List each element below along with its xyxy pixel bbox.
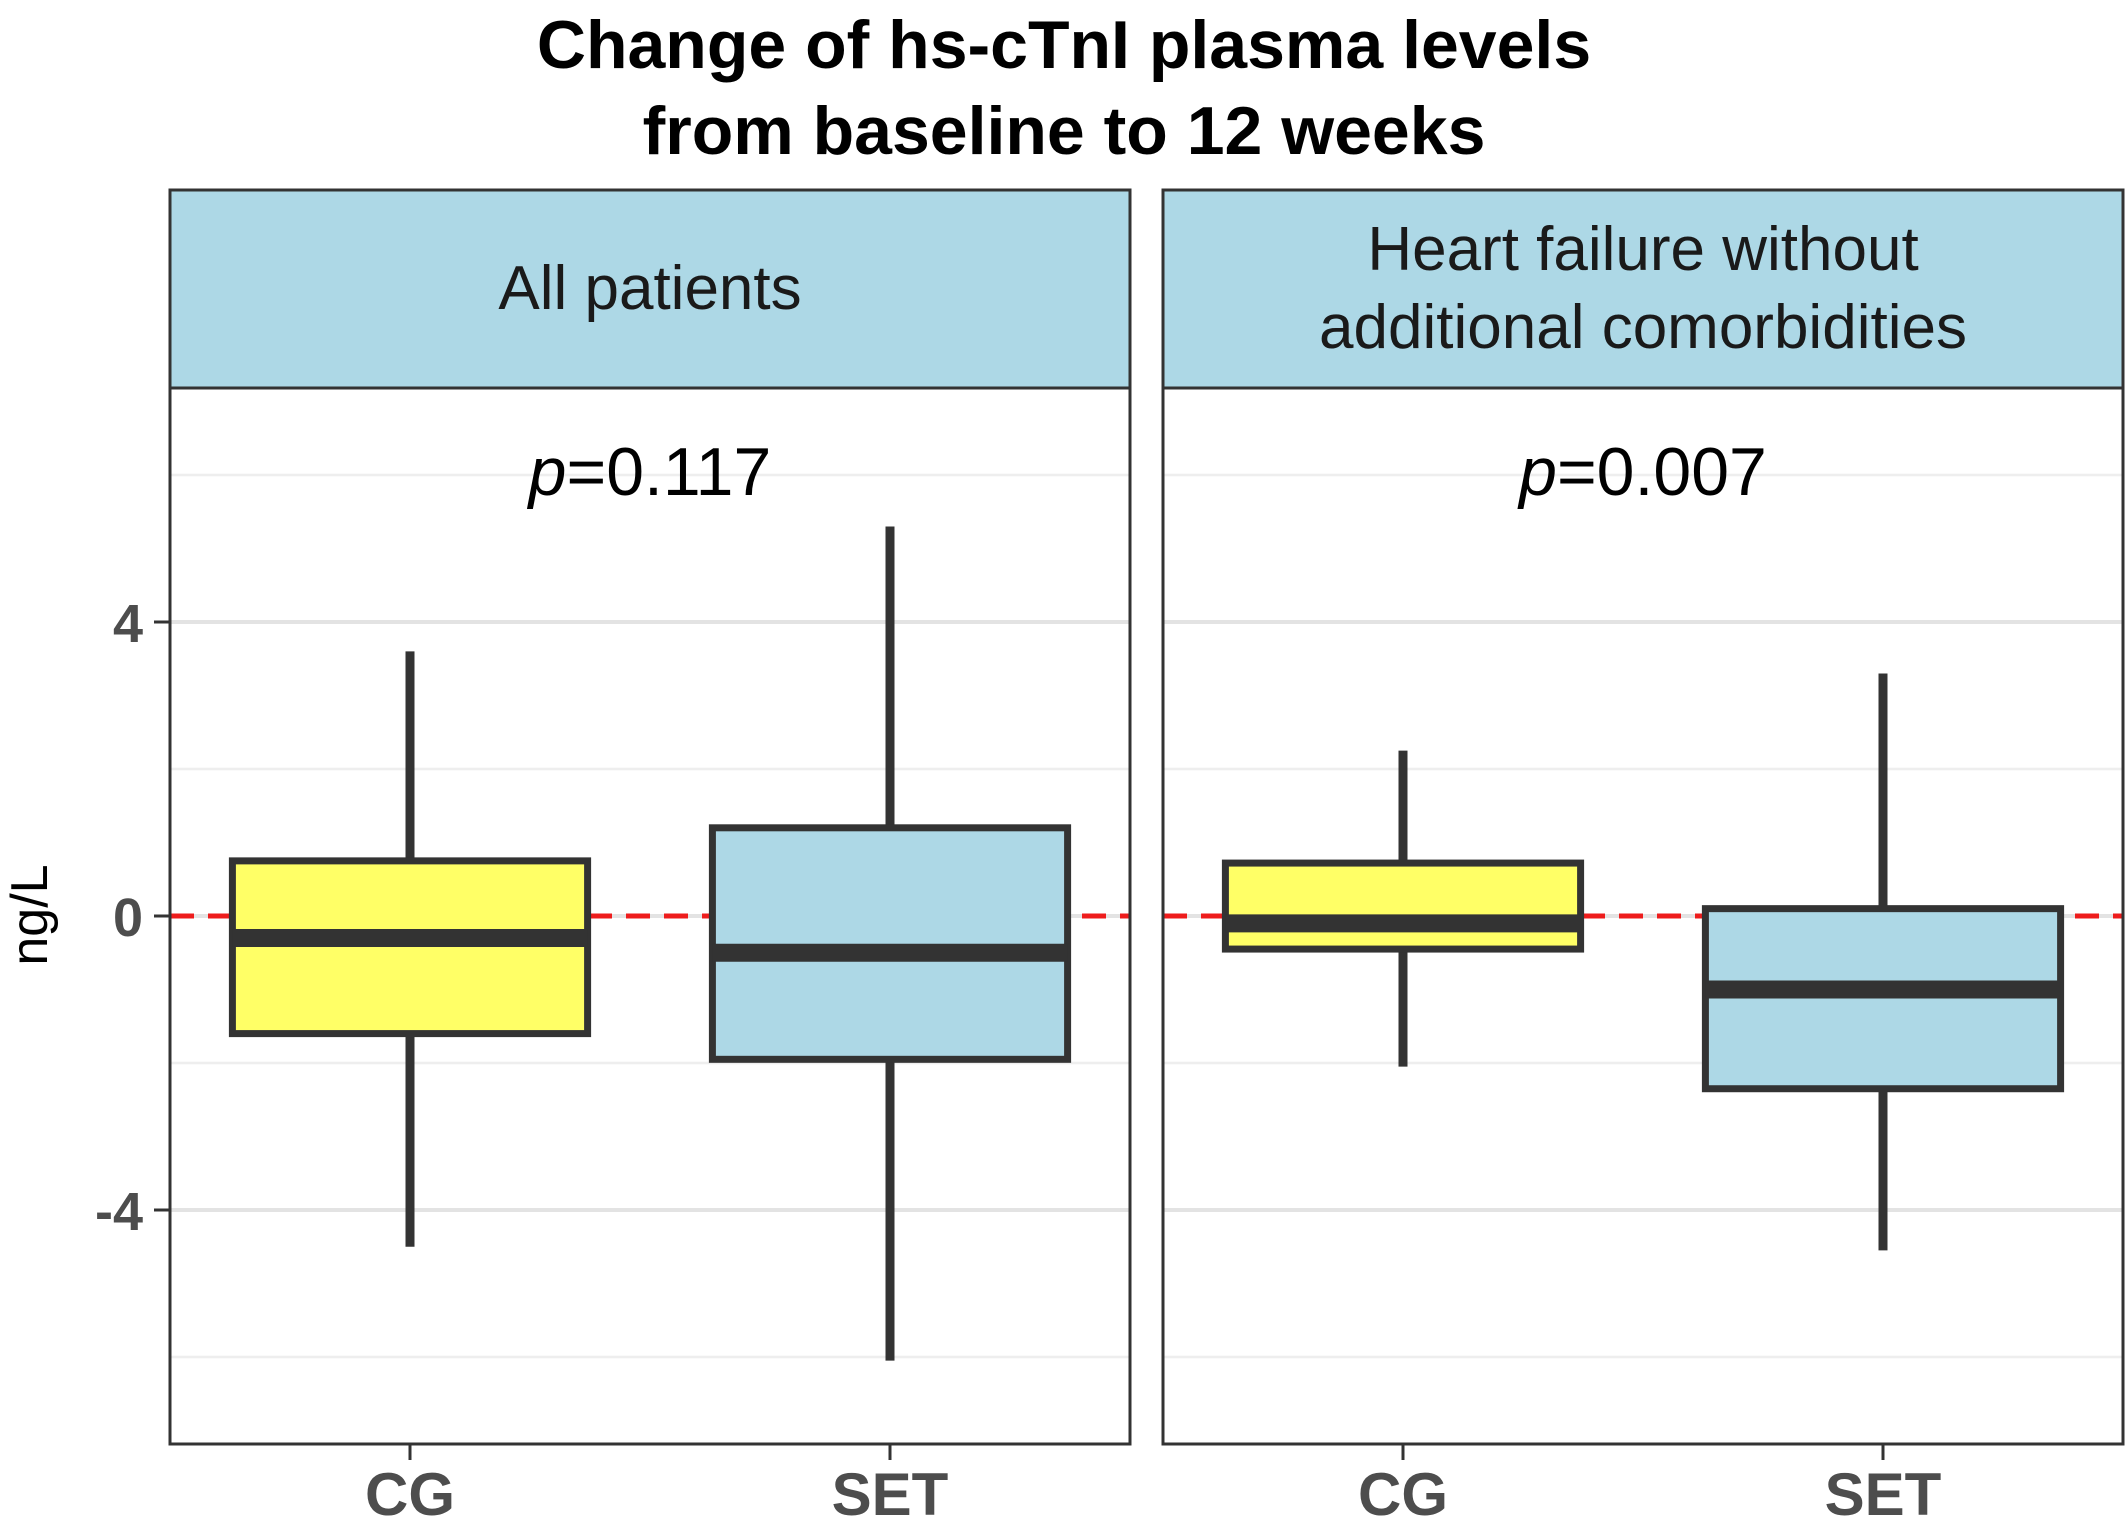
x-tick-label: SET xyxy=(832,1461,949,1523)
panel-strip-label: Heart failure without xyxy=(1367,215,1918,284)
y-tick-label: -4 xyxy=(95,1182,143,1242)
panel-strip-label: additional comorbidities xyxy=(1319,293,1967,362)
box-cg xyxy=(228,857,592,1038)
box-set xyxy=(1701,905,2065,1093)
p-value-annotation: p=0.117 xyxy=(527,434,772,510)
box-cg xyxy=(1221,859,1585,953)
p-value-number: =0.007 xyxy=(1557,434,1767,510)
p-value-symbol: p xyxy=(1517,434,1557,510)
panel-strip xyxy=(168,188,1132,390)
p-value-annotation: p=0.007 xyxy=(1517,434,1767,510)
panel-border xyxy=(168,386,1132,1446)
p-value-symbol: p xyxy=(527,434,567,510)
y-tick-label: 0 xyxy=(113,888,143,948)
chart-title: Change of hs-cTnI plasma levels from bas… xyxy=(0,2,2128,174)
x-tick-label: CG xyxy=(365,1461,455,1523)
box-set xyxy=(708,824,1072,1063)
chart-title-line-2: from baseline to 12 weeks xyxy=(642,93,1486,169)
panel-border xyxy=(1161,386,2125,1446)
y-tick-label: 4 xyxy=(113,594,143,654)
x-tick-label: SET xyxy=(1825,1461,1942,1523)
chart-title-line-1: Change of hs-cTnI plasma levels xyxy=(536,7,1592,83)
panel-strip-label: All patients xyxy=(498,254,801,323)
x-tick-label: CG xyxy=(1358,1461,1448,1523)
p-value-number: =0.117 xyxy=(566,434,771,510)
